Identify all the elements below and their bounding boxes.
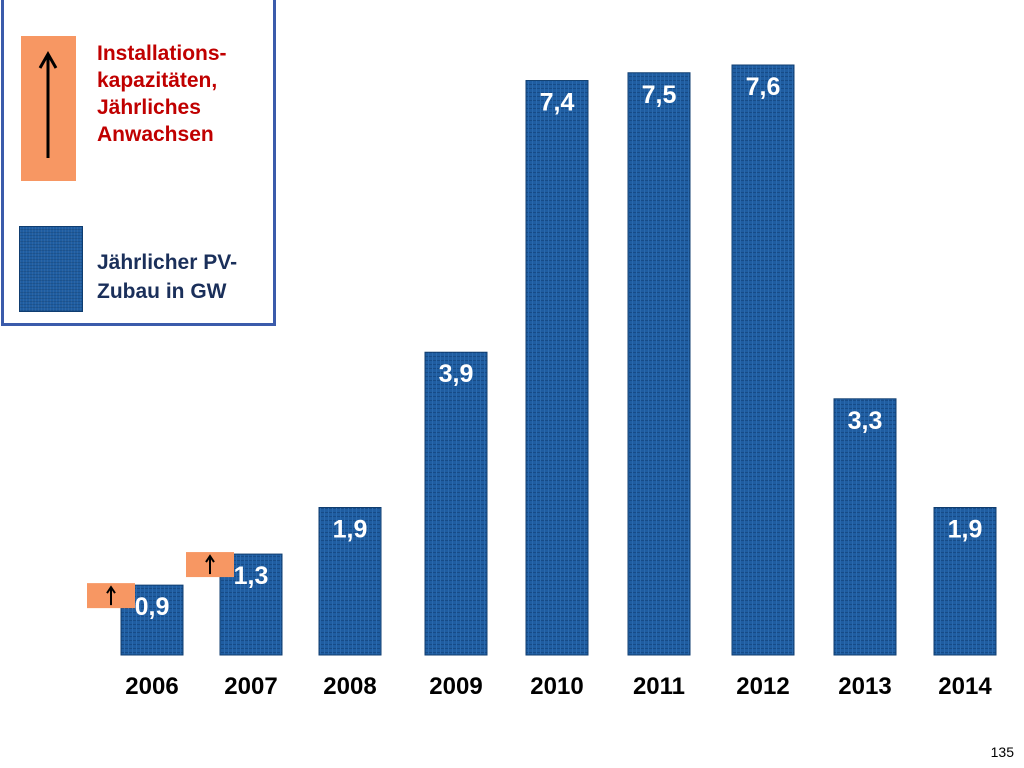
bar-value-label: 1,3: [234, 562, 269, 590]
up-arrow-icon: [106, 585, 116, 606]
bar-value-label: 1,9: [948, 516, 983, 544]
bar-value-label: 0,9: [135, 593, 170, 621]
bar-value-label: 7,4: [540, 89, 575, 117]
category-label: 2007: [224, 673, 277, 700]
page-number: 135: [990, 744, 1014, 760]
category-label: 2013: [838, 673, 891, 700]
bar-value-label: 3,9: [439, 360, 474, 388]
bar-2011: [627, 72, 691, 656]
legend: Installations- kapazitäten, Jährliches A…: [1, 0, 276, 326]
up-arrow-icon: [38, 50, 58, 158]
bar-2009: [424, 351, 488, 656]
bar-2013: [833, 398, 897, 656]
legend-growth-swatch: [21, 36, 76, 181]
growth-marker-2006: [87, 583, 135, 609]
legend-bar-label: Jährlicher PV- Zubau in GW: [97, 251, 238, 303]
bar-value-label: 7,6: [746, 73, 781, 101]
bar-2008: [318, 507, 382, 656]
bar-2014: [933, 507, 997, 656]
category-label: 2009: [429, 673, 482, 700]
bar-2012: [731, 64, 795, 656]
growth-marker-2007: [186, 552, 234, 578]
category-label: 2006: [125, 673, 178, 700]
category-label: 2008: [323, 673, 376, 700]
up-arrow-icon: [205, 554, 215, 575]
bar-value-label: 3,3: [848, 407, 883, 435]
legend-bar-swatch: [19, 226, 83, 312]
bar-2010: [525, 80, 589, 656]
legend-growth-label: Installations- kapazitäten, Jährliches A…: [97, 42, 227, 146]
category-label: 2012: [736, 673, 789, 700]
category-label: 2014: [938, 673, 992, 700]
category-label: 2010: [530, 673, 583, 700]
bar-value-label: 7,5: [642, 81, 677, 109]
bar-value-label: 1,9: [333, 516, 368, 544]
category-label: 2011: [633, 673, 685, 700]
